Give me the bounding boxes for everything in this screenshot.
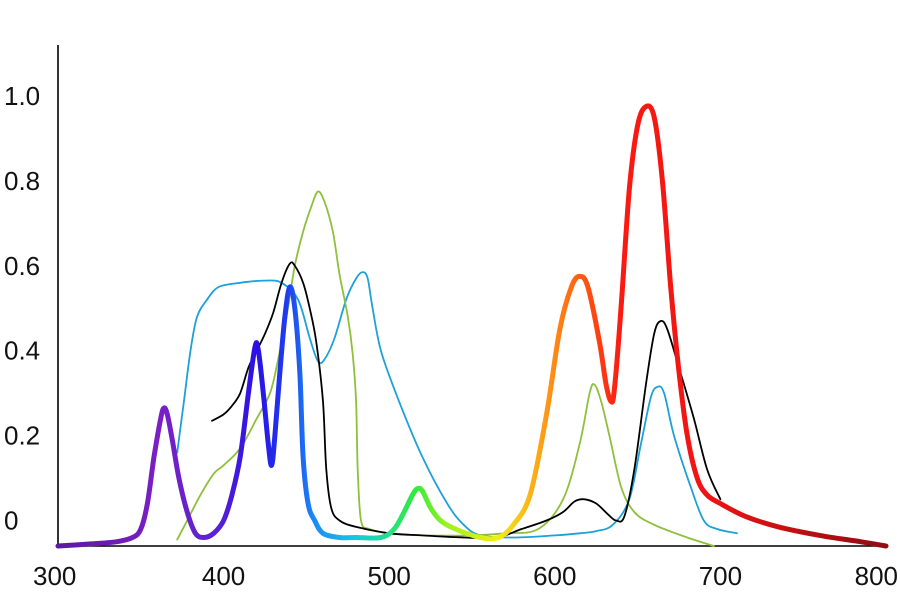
series-line-absorption-black [211,261,722,540]
x-tick-label-700: 700 [699,561,742,591]
x-tick-label-600: 600 [533,561,576,591]
series-line-emission-spectrum [55,103,889,549]
x-tick-labels: 300 400 500 600 700 800 [33,561,898,591]
series-lines [55,103,889,549]
y-tick-label-1.0: 1.0 [4,81,40,111]
axes [57,45,886,547]
x-tick-label-500: 500 [368,561,411,591]
series-line-absorption-green [176,190,715,547]
y-tick-labels: 0 0.2 0.4 0.6 0.8 1.0 [4,81,40,536]
y-tick-label-0.2: 0.2 [4,421,40,451]
y-tick-label-0.6: 0.6 [4,251,40,281]
x-tick-label-300: 300 [33,561,76,591]
x-tick-label-800: 800 [855,561,898,591]
y-tick-label-0: 0 [4,506,18,536]
x-tick-label-400: 400 [202,561,245,591]
y-tick-label-0.8: 0.8 [4,166,40,196]
y-tick-label-0.4: 0.4 [4,336,40,366]
series-line-absorption-cyan [176,271,738,539]
